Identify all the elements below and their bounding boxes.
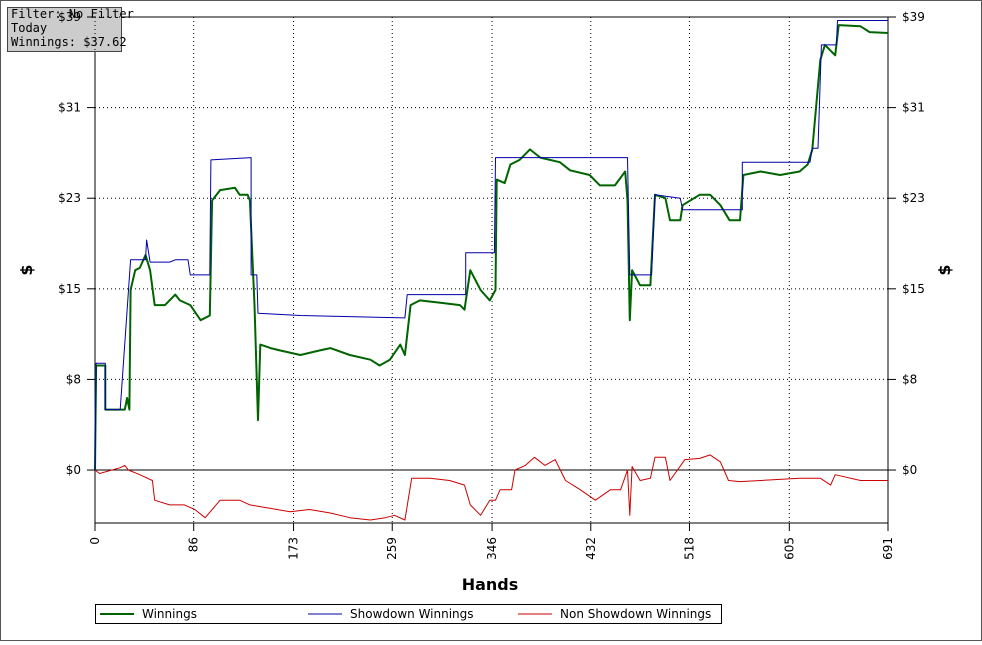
y2-axis-label: $	[935, 264, 954, 275]
x-tick-label: 86	[187, 537, 201, 552]
x-tick-label: 691	[881, 537, 895, 560]
series-line	[94, 454, 888, 521]
filter-box-bg	[7, 7, 122, 52]
y-tick-label: $39	[58, 10, 81, 24]
y2-tick-label: $39	[902, 10, 925, 24]
annotation: Today	[11, 21, 47, 35]
legend: Winnings Showdown Winnings Non Showdown Wi…	[95, 604, 722, 624]
legend-box	[95, 604, 722, 624]
y2-tick-label: $31	[902, 101, 925, 115]
y-axis-label: $	[17, 264, 36, 275]
y-tick-label: $0	[66, 463, 81, 477]
y2-tick-label: $8	[902, 372, 917, 386]
y2-tick-label: $23	[902, 191, 925, 205]
series-line	[94, 20, 888, 471]
y-tick-label: $15	[58, 282, 81, 296]
legend-label: Non Showdown Winnings	[560, 607, 711, 621]
x-tick-label: 432	[584, 537, 598, 560]
y-tick-label: $23	[58, 191, 81, 205]
x-tick-label: 173	[287, 537, 301, 560]
x-axis-label: Hands	[462, 575, 519, 594]
plot-area	[94, 16, 889, 524]
series-line	[94, 24, 889, 471]
x-tick-label: 0	[88, 537, 102, 545]
x-tick-label: 518	[682, 537, 696, 560]
x-tick-label: 259	[385, 537, 399, 560]
x-tick-label: 605	[782, 537, 796, 560]
y2-tick-label: $15	[902, 282, 925, 296]
legend-label: Winnings	[142, 607, 197, 621]
filter-box: Filter: No Filter Today Winnings: $37.62	[7, 7, 134, 52]
annotation: Winnings: $37.62	[11, 35, 127, 49]
y-tick-label: $8	[66, 372, 81, 386]
y2-tick-label: $0	[902, 463, 917, 477]
y-tick-label: $31	[58, 101, 81, 115]
x-tick-label: 346	[485, 537, 499, 560]
legend-label: Showdown Winnings	[350, 607, 474, 621]
